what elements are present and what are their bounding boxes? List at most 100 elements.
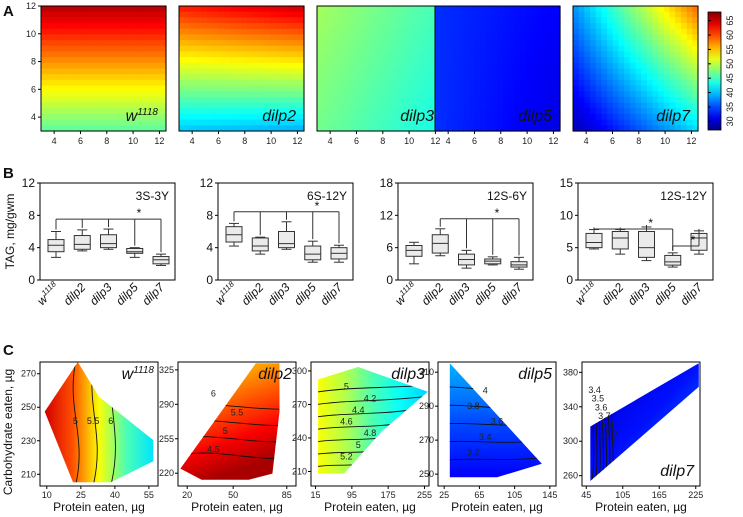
heatmap-cell	[457, 125, 465, 132]
heatmap-cell	[497, 119, 504, 126]
heatmap-cell	[286, 40, 294, 47]
heatmap-cell	[235, 34, 243, 41]
heatmap-cell	[247, 119, 254, 126]
heatmap-cell	[86, 62, 93, 70]
heatmap-cell	[103, 102, 110, 109]
y-axis-label: Carbohydrate eaten, µg	[1, 369, 15, 495]
heatmap-cell	[46, 11, 53, 18]
heatmap-cell	[190, 79, 197, 87]
heatmap-cell	[641, 119, 648, 126]
heatmap-cell	[339, 119, 347, 126]
heatmap-cell	[322, 45, 329, 53]
heatmap-cell	[247, 113, 254, 121]
heatmap-cell	[652, 108, 659, 115]
heatmap-cell	[424, 96, 432, 104]
heatmap-cell	[595, 40, 603, 47]
heatmap-cell	[424, 40, 432, 47]
heatmap-cell	[126, 68, 133, 75]
heatmap-cell	[269, 57, 277, 64]
heatmap-cell	[258, 113, 265, 121]
heatmap-cell	[601, 57, 608, 64]
heatmap-cell	[373, 11, 381, 18]
heatmap-cell	[75, 23, 82, 30]
heatmap-cell	[58, 51, 65, 58]
contour-label: 4	[612, 437, 617, 447]
heatmap-cell	[154, 68, 161, 75]
heatmap-cell	[52, 85, 59, 92]
heatmap-cell	[508, 40, 516, 47]
heatmap-cell	[362, 125, 369, 132]
heatmap-cell	[356, 62, 364, 70]
heatmap-cell	[612, 51, 620, 58]
heatmap-cell	[635, 113, 642, 121]
heatmap-cell	[362, 79, 369, 87]
heatmap-cell	[692, 11, 699, 18]
heatmap-cell	[154, 11, 161, 18]
significance-star: *	[137, 206, 142, 220]
heatmap-cell	[686, 45, 693, 53]
heatmap-cell	[469, 45, 476, 53]
heatmap-cell	[137, 28, 144, 36]
heatmap-cell	[356, 79, 364, 87]
heatmap-cell	[218, 113, 226, 121]
heatmap-cell	[419, 6, 426, 13]
heatmap-cell	[58, 79, 65, 87]
heatmap-cell	[435, 28, 442, 36]
heatmap-cell	[469, 28, 476, 36]
heatmap-cell	[114, 96, 122, 104]
heatmap-cell	[680, 23, 688, 30]
heatmap-cell	[103, 79, 110, 87]
heatmap-cell	[452, 17, 459, 24]
heatmap-cell	[298, 96, 305, 104]
heatmap-cell	[537, 125, 544, 132]
heatmap-cell	[525, 102, 533, 109]
heatmap-cell	[86, 57, 93, 64]
heatmap-cell	[218, 119, 226, 126]
heatmap-cell	[658, 62, 665, 70]
heatmap-cell	[491, 91, 499, 98]
heatmap-cell	[607, 91, 614, 98]
heatmap-cell	[46, 74, 53, 81]
contour-label: 5	[356, 440, 361, 450]
heatmap-cell	[292, 51, 299, 58]
heatmap-cell	[46, 45, 53, 53]
heatmap-cell	[497, 51, 504, 58]
y-tick-label: 325	[159, 365, 174, 375]
heatmap-cell	[385, 68, 392, 75]
heatmap-cell	[247, 125, 254, 132]
heatmap-cell	[126, 28, 133, 36]
heatmap-cell	[213, 57, 220, 64]
heatmap-cell	[595, 45, 603, 53]
heatmap-cell	[86, 11, 93, 18]
heatmap-cell	[292, 108, 299, 115]
heatmap-cell	[646, 113, 654, 121]
heatmap-cell	[235, 96, 243, 104]
heatmap-cell	[137, 125, 144, 132]
heatmap-cell	[328, 79, 335, 87]
heatmap-cell	[658, 74, 665, 81]
heatmap-cell	[578, 40, 585, 47]
heatmap-cell	[669, 45, 676, 53]
heatmap-cell	[680, 34, 688, 41]
heatmap-cell	[109, 91, 116, 98]
heatmap-cell	[663, 40, 671, 47]
heatmap-cell	[584, 96, 591, 104]
heatmap-cell	[46, 17, 53, 24]
heatmap-cell	[480, 17, 487, 24]
heatmap-cell	[554, 79, 561, 87]
heatmap-cell	[452, 40, 459, 47]
colorbar-label: 45	[725, 73, 735, 83]
heatmap-cell	[452, 45, 459, 53]
heatmap-cell	[618, 6, 625, 13]
heatmap-cell	[58, 102, 65, 109]
heatmap-cell	[207, 28, 214, 36]
heatmap-cell	[692, 96, 699, 104]
heatmap-cell	[469, 40, 476, 47]
heatmap-cell	[607, 85, 614, 92]
heatmap-cell	[430, 51, 437, 58]
x-tick-label: 65	[474, 490, 484, 500]
heatmap-cell	[390, 62, 398, 70]
heatmap-cell	[680, 102, 688, 109]
heatmap-cell	[525, 28, 533, 36]
heatmap-cell	[452, 28, 459, 36]
